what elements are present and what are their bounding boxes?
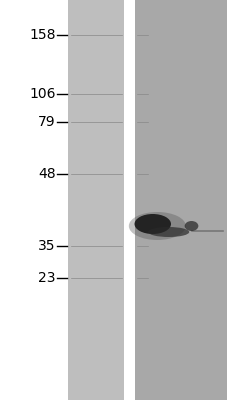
Ellipse shape <box>148 227 188 237</box>
Ellipse shape <box>134 214 170 234</box>
Text: 106: 106 <box>29 87 56 101</box>
Text: 35: 35 <box>38 239 56 253</box>
Ellipse shape <box>128 212 185 240</box>
Ellipse shape <box>184 221 197 231</box>
Text: 79: 79 <box>38 115 56 129</box>
Bar <box>124 0 134 400</box>
Text: 48: 48 <box>38 167 56 181</box>
Text: 23: 23 <box>38 271 56 285</box>
Bar <box>134 0 227 400</box>
Text: 158: 158 <box>29 28 56 42</box>
Bar <box>68 0 124 400</box>
